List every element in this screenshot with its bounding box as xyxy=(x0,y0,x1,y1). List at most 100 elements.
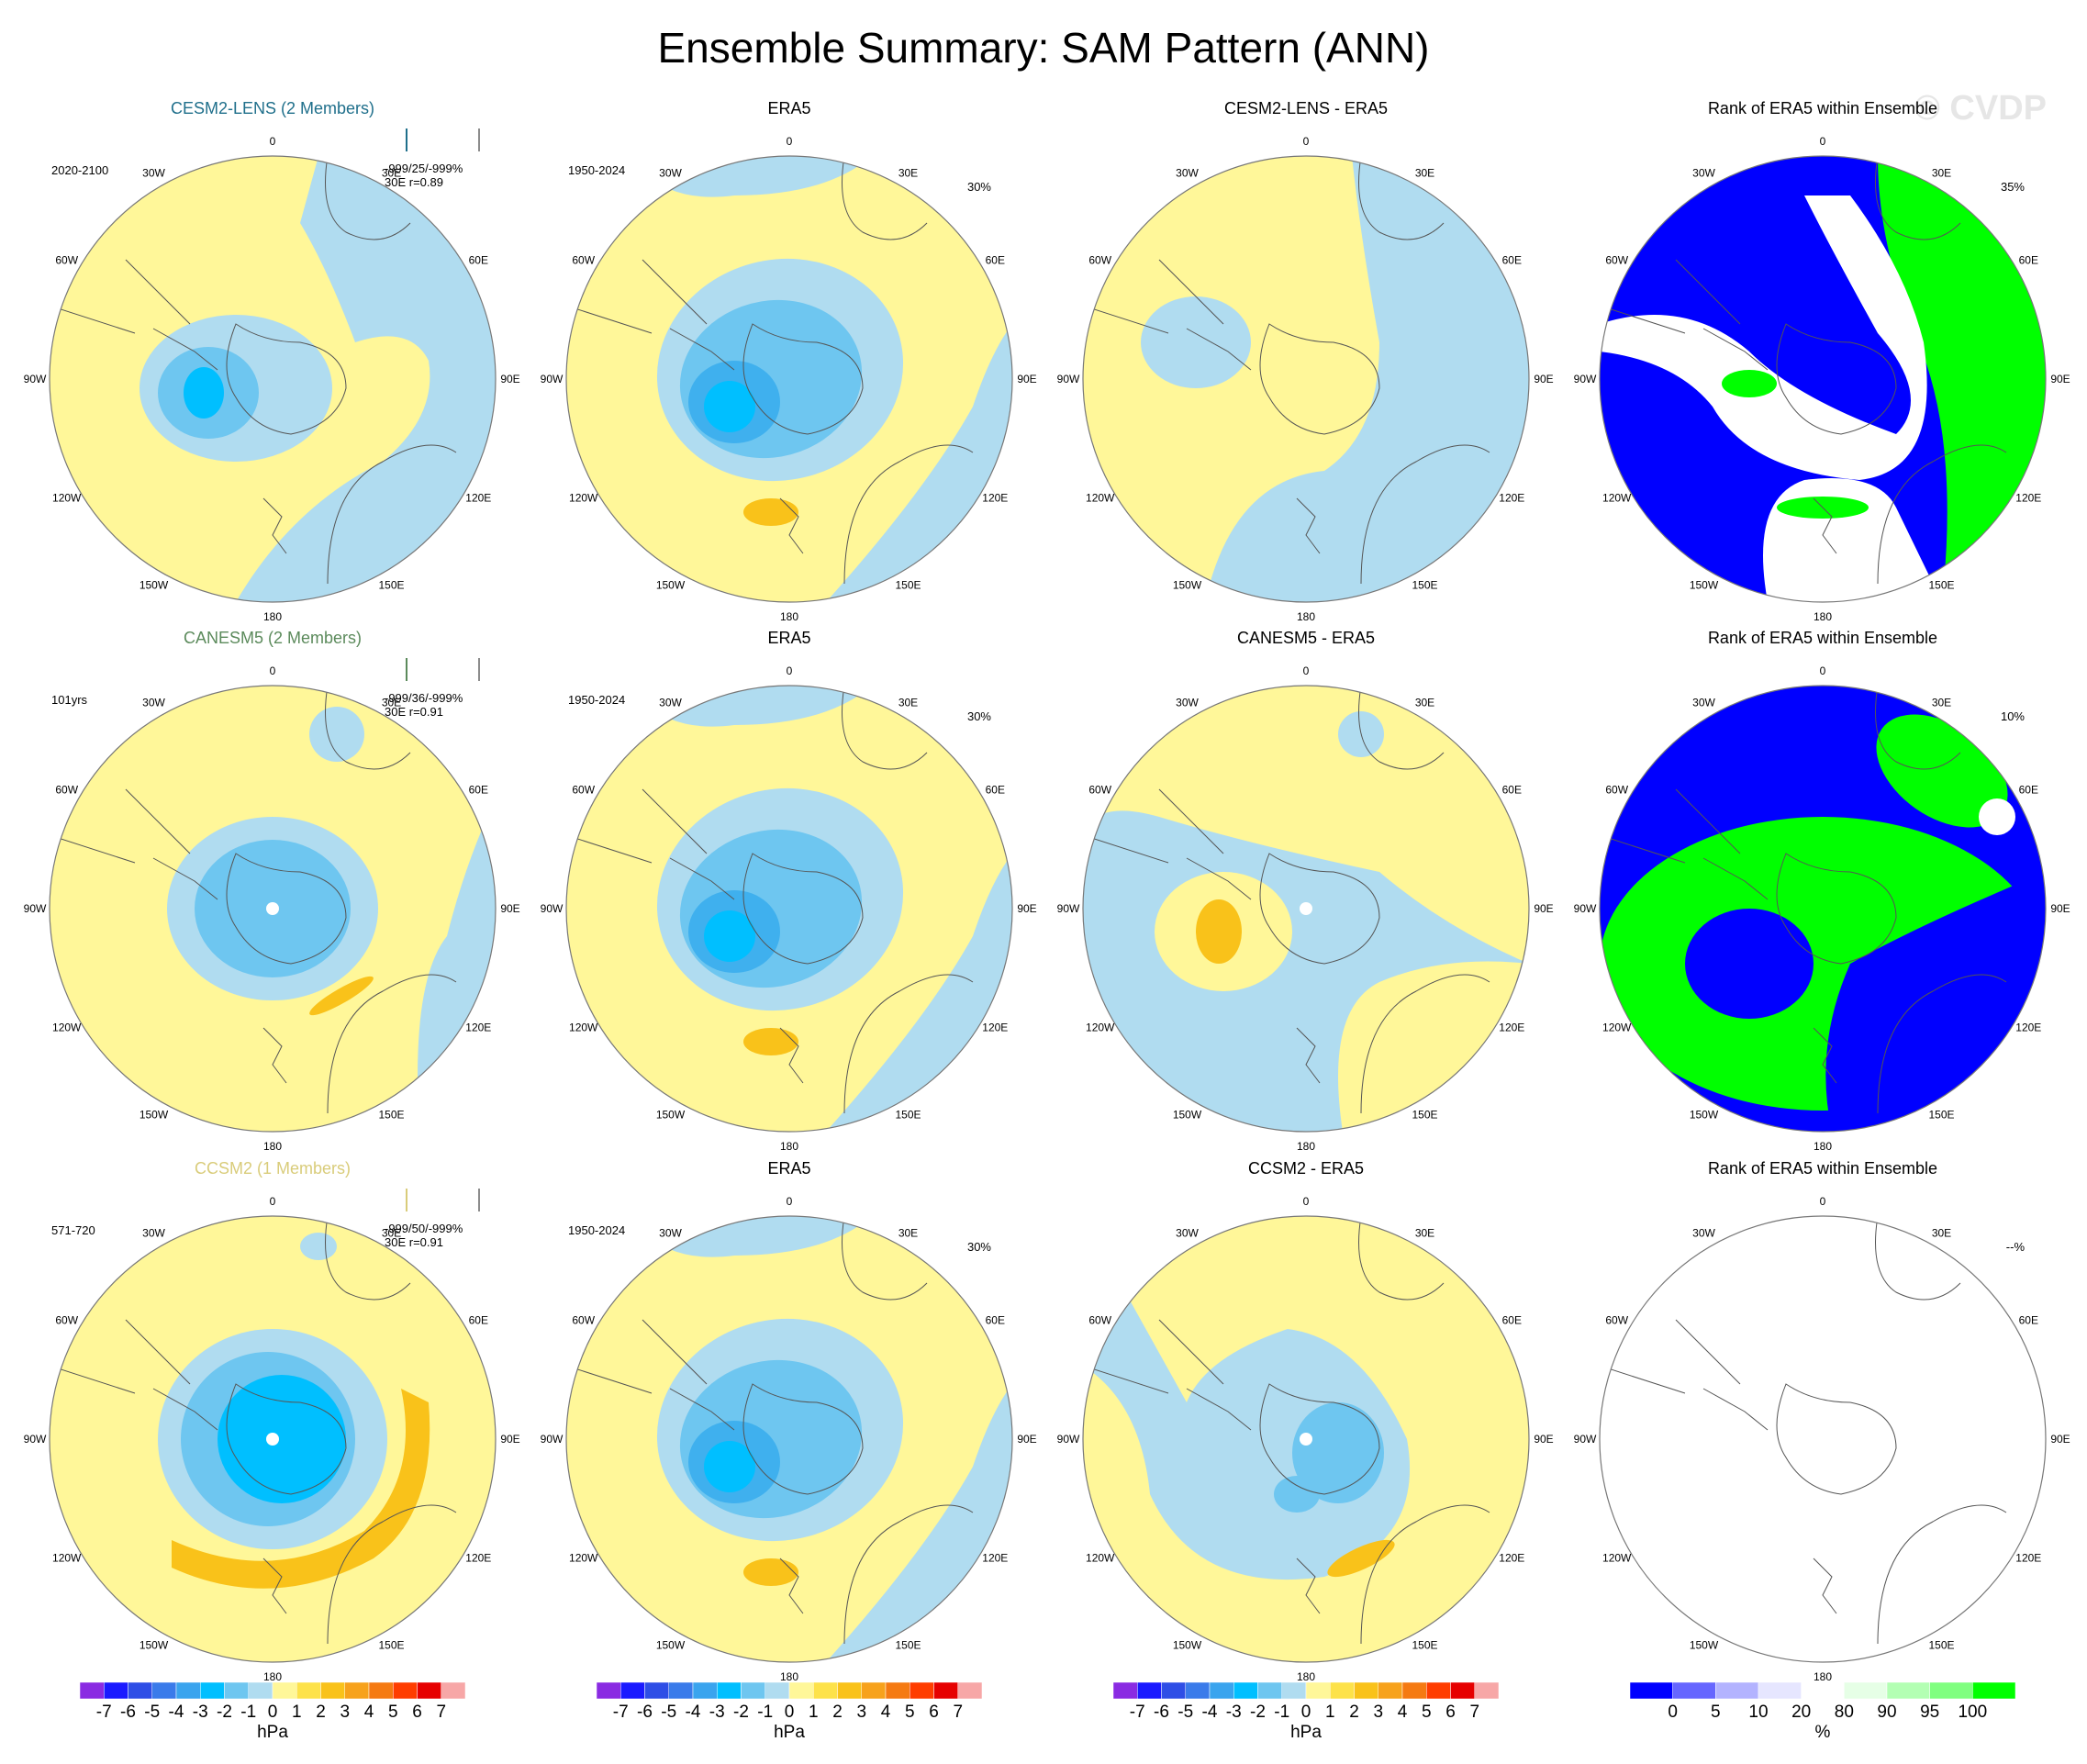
new-zealand-coastline xyxy=(262,1557,287,1614)
australia-coastline xyxy=(327,974,457,1114)
lon-label: 120E xyxy=(2015,1022,2041,1034)
pole-marker xyxy=(1300,1433,1312,1446)
colorbar-box xyxy=(813,1681,838,1700)
lon-label: 90W xyxy=(24,902,47,915)
africa-coastline xyxy=(325,1216,411,1301)
colorbar-box xyxy=(1112,1681,1138,1700)
australia-coastline xyxy=(1360,444,1490,585)
map-panel-r1c4: 0 30E 60E 90E 120E 150E 180 150W 120W 90W 60W 30W Ra… xyxy=(1574,99,2070,623)
colorbar-tick-label: 1 xyxy=(1325,1703,1335,1722)
lon-label: 0 xyxy=(787,135,793,148)
contour-region xyxy=(704,1441,755,1492)
colorbar-box xyxy=(1185,1681,1211,1700)
pole-marker xyxy=(266,902,279,915)
colorbar-cb3: -7 -6 -5 -4 -3 -2 -1 0 1 2 3 4 5 6 7 hPa xyxy=(1112,1681,1500,1742)
pattern-corr-label: 30E r=0.91 xyxy=(385,1235,443,1249)
colorbar-tick-label: -4 xyxy=(169,1703,184,1722)
lon-label: 90W xyxy=(24,1433,47,1446)
lon-label: 60W xyxy=(1088,1314,1111,1327)
lon-label: 120W xyxy=(1602,492,1632,505)
colorbar-unit: hPa xyxy=(774,1723,805,1742)
colorbar-tick-label: -2 xyxy=(217,1703,232,1722)
colorbar-box xyxy=(692,1681,718,1700)
map-boundary xyxy=(49,155,497,603)
map-panel-r1c3: 0 30E 60E 90E 120E 150E 180 150W 120W 90W 60W 30W CE… xyxy=(1057,99,1554,623)
lon-label: 60W xyxy=(1605,784,1628,797)
colorbar-tick-label: -5 xyxy=(661,1703,676,1722)
pct-label: 35% xyxy=(2001,180,2025,194)
lon-label: 30E xyxy=(898,1227,918,1240)
colorbar-box xyxy=(79,1681,105,1700)
lon-label: 120E xyxy=(2015,492,2041,505)
lon-label: 30W xyxy=(142,167,165,180)
new-zealand-coastline xyxy=(1296,1557,1321,1614)
lon-label: 60W xyxy=(55,254,78,267)
lon-label: 30W xyxy=(142,697,165,709)
colorbar-box xyxy=(1450,1681,1475,1700)
lon-label: 180 xyxy=(263,1670,282,1683)
lon-label: 150E xyxy=(1928,1638,1954,1651)
lon-label: 60E xyxy=(986,1314,1005,1327)
stats-label: -999/36/-999% xyxy=(385,691,463,705)
contour-region xyxy=(1274,1476,1320,1513)
period-label: 2020-2100 xyxy=(51,163,108,177)
lon-label: 120E xyxy=(1499,492,1524,505)
south-america-coastline xyxy=(566,788,708,864)
south-america-coastline xyxy=(566,1319,708,1394)
contour-region xyxy=(743,1028,798,1055)
lon-label: 150W xyxy=(140,1638,169,1651)
lon-label: 30W xyxy=(1176,697,1199,709)
lon-label: 60E xyxy=(986,784,1005,797)
map-fill xyxy=(50,156,496,602)
lon-label: 90E xyxy=(1017,373,1036,385)
contour-region xyxy=(1979,798,2015,835)
lon-label: 180 xyxy=(780,1670,798,1683)
lon-label: 120W xyxy=(1086,1552,1115,1565)
lon-label: 150W xyxy=(656,1108,686,1121)
lon-label: 30E xyxy=(1932,697,1951,709)
lon-label: 60E xyxy=(1502,784,1522,797)
lon-label: 90E xyxy=(1534,1433,1553,1446)
lon-label: 90W xyxy=(1574,1433,1597,1446)
contour-region xyxy=(1878,156,2046,602)
lon-label: 150E xyxy=(378,578,404,591)
colorbar-tick-label: -6 xyxy=(637,1703,653,1722)
colorbar-box xyxy=(1305,1681,1331,1700)
antarctica-coastline xyxy=(742,323,864,435)
colorbar-box xyxy=(933,1681,958,1700)
lon-label: 180 xyxy=(1297,610,1315,623)
lon-label: 120W xyxy=(1086,492,1115,505)
australia-coastline xyxy=(327,444,457,585)
colorbar-tick-label: -7 xyxy=(613,1703,629,1722)
africa-coastline xyxy=(1358,686,1445,770)
map-boundary xyxy=(49,685,497,1133)
lon-label: 90W xyxy=(1057,902,1080,915)
peninsula-coastline xyxy=(152,857,218,900)
lon-label: 30E xyxy=(898,697,918,709)
colorbar-box xyxy=(1330,1681,1355,1700)
colorbar-box xyxy=(596,1681,621,1700)
colorbar-tick-label: 5 xyxy=(388,1703,398,1722)
south-america-coastline xyxy=(1083,788,1224,864)
south-america-coastline xyxy=(1600,1319,1741,1394)
colorbar-box xyxy=(1209,1681,1234,1700)
contour-region xyxy=(236,156,496,602)
lon-label: 150E xyxy=(1412,578,1437,591)
lon-label: 30E xyxy=(1932,167,1951,180)
panel-title: CANESM5 - ERA5 xyxy=(1237,629,1375,647)
lon-label: 120E xyxy=(465,492,491,505)
peninsula-coastline xyxy=(1186,857,1252,900)
lon-label: 120W xyxy=(569,1022,598,1034)
map-boundary xyxy=(565,1215,1013,1663)
colorbar-box xyxy=(1715,1681,1759,1700)
antarctica-coastline xyxy=(742,853,864,965)
lon-label: 180 xyxy=(1297,1140,1315,1153)
colorbar-cb2: -7 -6 -5 -4 -3 -2 -1 0 1 2 3 4 5 6 7 hPa xyxy=(596,1681,983,1742)
antarctica-coastline xyxy=(1259,1383,1380,1495)
lon-label: 0 xyxy=(787,1195,793,1208)
africa-coastline xyxy=(842,686,928,770)
lon-label: 30W xyxy=(142,1227,165,1240)
lon-label: 120E xyxy=(465,1022,491,1034)
colorbar-tick-label: 6 xyxy=(1445,1703,1456,1722)
colorbar-box xyxy=(344,1681,370,1700)
